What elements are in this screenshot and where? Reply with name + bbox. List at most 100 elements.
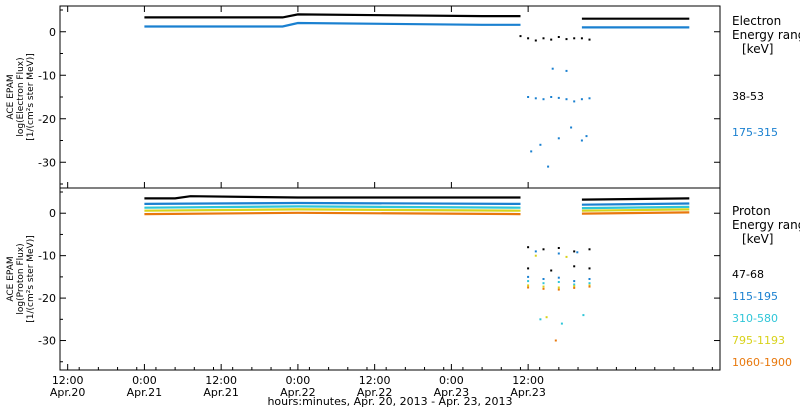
- proton-series-1-point-6: [527, 267, 530, 270]
- proton-legend-title-line-2: Energy ranges: [732, 218, 800, 232]
- proton-series-2-point-1: [527, 275, 530, 278]
- x-tick-time-3: 0:00: [286, 374, 311, 387]
- electron-series-2-point-4: [550, 96, 553, 98]
- electron-legend-title-line-2: Energy ranges: [732, 28, 800, 42]
- proton-legend-entry-3: 310-580: [732, 312, 778, 325]
- proton-series-3-point-7: [560, 322, 563, 325]
- proton-series-3-point-4: [573, 283, 576, 286]
- proton-series-5-point-2: [542, 287, 545, 290]
- proton-series-4-line-2: [581, 208, 690, 212]
- proton-y-tick-label-0: 0: [49, 207, 56, 220]
- proton-series-1-point-9: [588, 267, 591, 270]
- electron-series-2-point-10: [530, 150, 533, 153]
- electron-series-2-point-5: [557, 96, 560, 99]
- electron-series-1-point-8: [573, 37, 576, 40]
- electron-series-2-point-9: [588, 97, 591, 100]
- proton-series-5-point-4: [573, 286, 576, 289]
- electron-y-tick-label-0: 0: [49, 26, 56, 39]
- proton-y-tick-label-1: -10: [38, 250, 56, 263]
- electron-series-2-point-6: [565, 98, 568, 101]
- electron-series-1-point-2: [527, 37, 530, 40]
- proton-series-2-point-7: [557, 252, 560, 255]
- proton-y-tick-label-2: -20: [38, 292, 56, 305]
- x-axis-label: hours:minutes, Apr. 20, 2013 - Apr. 23, …: [267, 395, 512, 408]
- proton-legend-title-line-1: Proton: [732, 204, 771, 218]
- electron-y-tick-label-1: -10: [38, 69, 56, 82]
- electron-legend-unit: [keV]: [742, 42, 774, 56]
- electron-y-axis-label: ACE EPAM log(Electron Flux) [1/(cm²s ster …: [6, 53, 36, 140]
- proton-series-5-point-5: [588, 285, 591, 288]
- x-tick-time-2: 12:00: [205, 374, 237, 387]
- x-tick-date-1: Apr.21: [127, 386, 163, 399]
- electron-series-2-point-2: [534, 97, 537, 100]
- x-tick-time-1: 0:00: [132, 374, 157, 387]
- proton-series-5-point-3: [557, 288, 560, 291]
- electron-series-1-line-1: [144, 13, 521, 19]
- proton-series-1-point-7: [550, 269, 553, 272]
- electron-series-2-point-8: [580, 98, 583, 101]
- electron-series-2-point-11: [539, 143, 542, 146]
- proton-series-2-point-2: [542, 278, 545, 280]
- proton-series-3-line-1: [144, 205, 521, 209]
- proton-series-5-line-2: [581, 211, 690, 215]
- proton-series-5-point-6: [554, 339, 557, 342]
- electron-series-1-point-4: [542, 37, 545, 40]
- x-axis-ticks: 12:00Apr.200:00Apr.2112:00Apr.210:00Apr.…: [50, 6, 713, 399]
- proton-series-1-line-2: [581, 197, 690, 201]
- proton-series-2-point-3: [557, 276, 560, 279]
- proton-series-1-point-3: [557, 247, 560, 249]
- proton-panel: ACE EPAM log(Proton Flux) [1/(cm²s ster Me…: [6, 191, 720, 363]
- proton-series-3-line-2: [581, 205, 690, 210]
- proton-series-2-point-5: [588, 278, 591, 280]
- proton-series-3-point-5: [588, 282, 591, 285]
- electron-series-2-point-16: [585, 135, 588, 138]
- proton-series-4-point-3: [557, 286, 560, 289]
- x-tick-time-4: 12:00: [359, 374, 391, 387]
- proton-y-label-line-2: log(Proton Flux): [16, 243, 26, 314]
- proton-series-3-point-6: [539, 318, 542, 321]
- electron-series-2-point-1: [527, 96, 530, 98]
- x-tick-date-3: Apr.22: [280, 386, 316, 399]
- electron-series-1-point-10: [588, 38, 591, 41]
- proton-series-2-line-2: [581, 202, 690, 206]
- x-tick-date-6: Apr.23: [510, 386, 546, 399]
- proton-legend-entry-4: 795-1193: [732, 334, 785, 347]
- electron-series-1-point-1: [519, 35, 522, 38]
- proton-series-4-point-7: [565, 255, 568, 258]
- electron-series: [144, 13, 690, 168]
- electron-series-2-point-15: [580, 139, 583, 142]
- proton-series-3-point-3: [557, 281, 560, 283]
- proton-series-2-point-6: [534, 250, 537, 253]
- electron-y-tick-label-3: -30: [38, 156, 56, 169]
- proton-series-2-line-1: [144, 201, 521, 205]
- electron-panel: ACE EPAM log(Electron Flux) [1/(cm²s ster …: [6, 9, 720, 185]
- proton-series-1-point-5: [588, 248, 591, 251]
- proton-legend-unit: [keV]: [742, 232, 774, 246]
- proton-series-4-point-8: [545, 316, 548, 319]
- electron-y-tick-label-2: -20: [38, 113, 56, 126]
- proton-series-2-point-4: [573, 280, 576, 283]
- proton-legend: Proton Energy ranges [keV]: [732, 204, 800, 246]
- proton-series-2-point-8: [576, 251, 579, 254]
- proton-series-1-point-2: [542, 248, 545, 251]
- electron-series-2-line-1: [144, 21, 521, 28]
- proton-series-1-point-1: [527, 246, 530, 249]
- x-tick-time-6: 12:00: [512, 374, 544, 387]
- electron-series-2-point-12: [547, 165, 550, 168]
- proton-legend-entry-2: 115-195: [732, 290, 778, 303]
- electron-series-1-point-5: [550, 38, 553, 41]
- electron-series-2-point-7: [573, 100, 576, 103]
- electron-series-1-point-9: [580, 37, 583, 40]
- proton-series-5-point-1: [527, 286, 530, 289]
- electron-series-2-point-18: [565, 69, 568, 72]
- electron-series-2-point-17: [551, 67, 554, 70]
- proton-series-3-point-2: [542, 282, 545, 285]
- proton-series-5-line-1: [144, 211, 521, 216]
- proton-series-4-point-1: [527, 284, 530, 287]
- proton-series-4-point-6: [534, 254, 537, 257]
- electron-series-1-point-3: [534, 39, 537, 42]
- proton-y-axis-label: ACE EPAM log(Proton Flux) [1/(cm²s ster Me…: [6, 235, 36, 322]
- proton-series-4-point-2: [542, 285, 545, 288]
- electron-legend-entry-2: 175-315: [732, 126, 778, 139]
